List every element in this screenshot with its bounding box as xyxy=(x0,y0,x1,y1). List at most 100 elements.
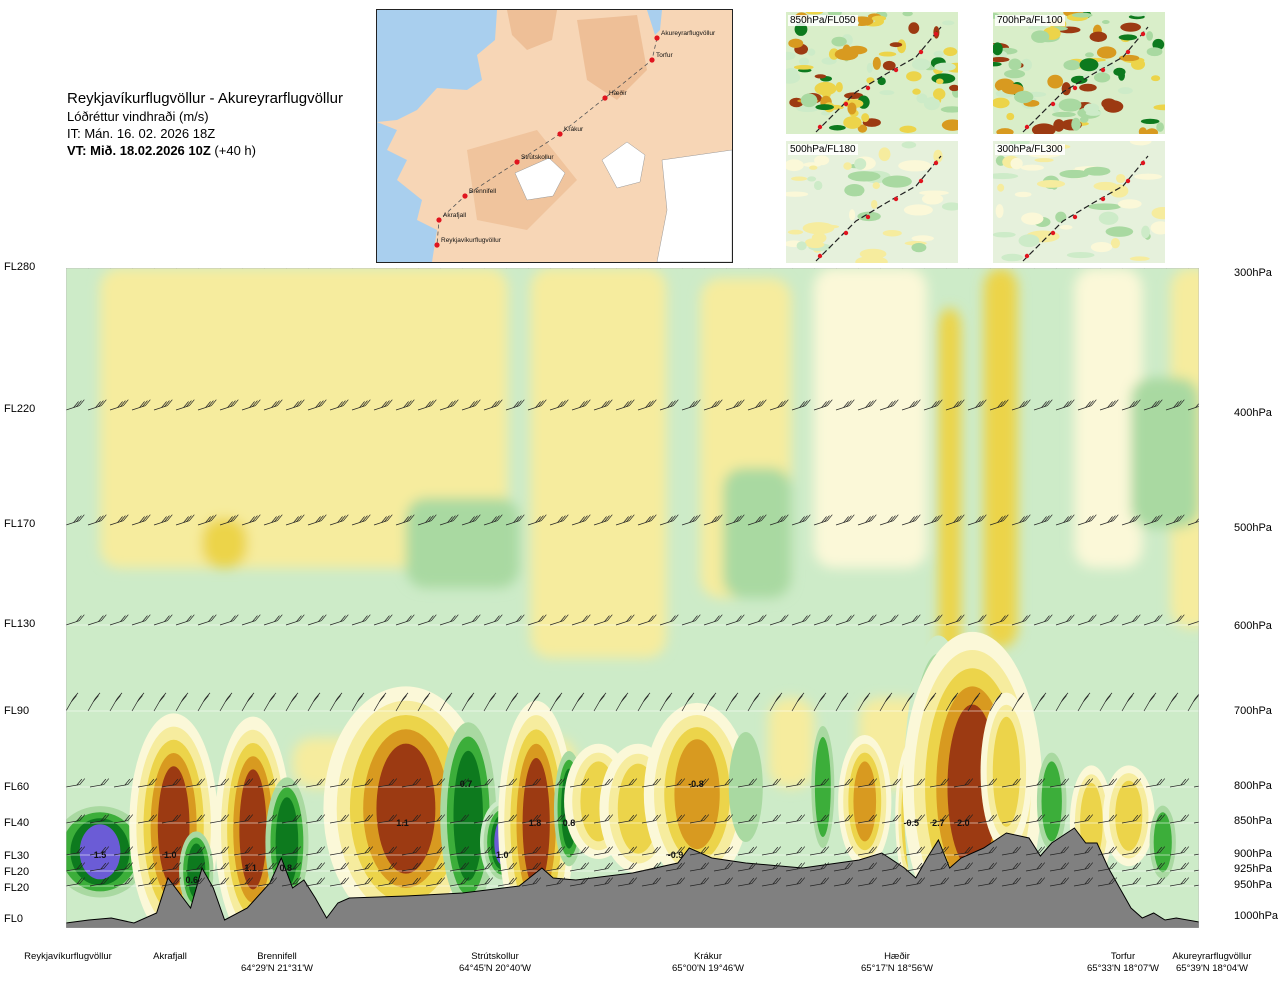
wind-barb-row-700 xyxy=(66,692,1199,712)
waypoint-name: Akureyrarflugvöllur xyxy=(1172,951,1252,962)
y-right-tick: 700hPa xyxy=(1234,705,1272,717)
terrain-profile xyxy=(66,827,1199,928)
value-label-6: 0.7 xyxy=(460,779,473,789)
waypoint-label: Brennifell 64°29'N 21°31'W xyxy=(241,951,313,975)
field-band-9 xyxy=(405,498,520,588)
value-label-13: 2.7 xyxy=(932,818,945,828)
svg-text:Akureyrarflugvöllur: Akureyrarflugvöllur xyxy=(661,30,716,37)
value-label-12: -0.5 xyxy=(903,818,919,828)
waypoint-name: Hæðir xyxy=(884,951,910,962)
value-label-14: 2.0 xyxy=(957,818,970,828)
mini-map-700-canvas xyxy=(993,12,1165,134)
waypoint-label: Akrafjall xyxy=(153,951,187,963)
velocity-cell-20 xyxy=(1036,752,1067,851)
waypoint-name: Brennifell xyxy=(257,951,297,962)
field-band-14 xyxy=(768,698,814,788)
y-right-tick: 500hPa xyxy=(1234,522,1272,534)
map-place-7: Reykjavíkurflugvöllur xyxy=(434,237,502,248)
waypoint-label: Hæðir 65°17'N 18°56'W xyxy=(861,951,933,975)
velocity-cell-15 xyxy=(838,735,892,868)
map-place-1: Torfur xyxy=(649,52,673,63)
title-block: Reykjavíkurflugvöllur - Akureyrarflugvöl… xyxy=(67,90,377,158)
init-time: IT: Mán. 16. 02. 2026 18Z xyxy=(67,126,216,141)
map-place-0: Akureyrarflugvöllur xyxy=(654,30,716,41)
y-left-tick: FL30 xyxy=(4,850,30,862)
y-right-tick: 925hPa xyxy=(1234,863,1272,875)
value-label-11: -0.9 xyxy=(668,850,684,860)
svg-text:Strútskollur: Strútskollur xyxy=(521,154,554,161)
svg-text:Brennifell: Brennifell xyxy=(469,188,497,195)
y-left-tick: FL0 xyxy=(4,913,23,925)
wind-barb-row-900 xyxy=(66,846,1199,856)
mini-map-700-label: 700hPa/FL100 xyxy=(995,15,1065,26)
y-right-tick: 900hPa xyxy=(1234,848,1272,860)
valid-time: VT: Mið. 18.02.2026 10Z (+40 h) xyxy=(67,143,256,158)
svg-text:Torfur: Torfur xyxy=(656,52,673,59)
mini-map-300: 300hPa/FL300 xyxy=(993,141,1165,263)
y-right-tick: 800hPa xyxy=(1234,780,1272,792)
y-left-tick: FL40 xyxy=(4,817,30,829)
field-band-4 xyxy=(813,268,928,568)
value-label-0: 1.5 xyxy=(94,850,107,860)
waypoint-name: Strútskollur xyxy=(471,951,519,962)
svg-text:Reykjavíkurflugvöllur: Reykjavíkurflugvöllur xyxy=(441,237,502,244)
value-label-5: 1.1 xyxy=(396,818,409,828)
value-label-7: 1.8 xyxy=(529,818,542,828)
field-band-0 xyxy=(99,268,508,568)
chart-subtitle: Lóðréttur vindhraði (m/s) xyxy=(67,109,209,124)
wind-barb-row-600 xyxy=(66,614,1199,626)
map-place-4: Strútskollur xyxy=(514,154,554,165)
waypoint-coord: 65°39'N 18°04'W xyxy=(1176,963,1248,974)
svg-text:Akrafjall: Akrafjall xyxy=(443,212,467,219)
chart-title: Reykjavíkurflugvöllur - Akureyrarflugvöl… xyxy=(67,90,343,107)
wind-barb-row-800 xyxy=(66,778,1199,788)
waypoint-label: Torfur 65°33'N 18°07'W xyxy=(1087,951,1159,975)
cross-section-plot: 1.5 1.0 0.6 1.1 0.8 1.1 0.7 1.8 0.8 1.0 -0.8 -0.9 -0… xyxy=(66,268,1199,928)
y-left-tick: FL90 xyxy=(4,705,30,717)
waypoint-coord: 65°33'N 18°07'W xyxy=(1087,963,1159,974)
velocity-cell-12 xyxy=(643,702,751,886)
mini-map-300-label: 300hPa/FL300 xyxy=(995,144,1065,155)
y-left-tick: FL130 xyxy=(4,618,36,630)
waypoint-coord: 64°29'N 21°31'W xyxy=(241,963,313,974)
field-band-7 xyxy=(1074,268,1143,568)
waypoint-label: Reykjavíkurflugvöllur xyxy=(24,951,112,963)
waypoint-name: Krákur xyxy=(694,951,722,962)
wind-barb-row-950 xyxy=(66,877,1199,887)
wind-barb-row-500 xyxy=(66,514,1199,526)
waypoint-label: Strútskollur 64°45'N 20°40'W xyxy=(459,951,531,975)
y-left-tick: FL280 xyxy=(4,261,36,273)
velocity-cell-22 xyxy=(1102,765,1155,867)
waypoint-label: Krákur 65°00'N 19°46'W xyxy=(672,951,744,975)
y-left-tick: FL20 xyxy=(4,866,30,878)
field-band-2 xyxy=(530,268,667,658)
y-right-tick: 600hPa xyxy=(1234,620,1272,632)
wind-barb-row-850 xyxy=(66,814,1199,824)
mini-map-700: 700hPa/FL100 xyxy=(993,12,1165,134)
y-right-tick: 950hPa xyxy=(1234,879,1272,891)
y-left-tick: FL220 xyxy=(4,403,36,415)
wind-barb-row-400 xyxy=(66,399,1199,411)
mini-map-500-label: 500hPa/FL180 xyxy=(788,144,858,155)
route-map-canvas: Akureyrarflugvöllur Torfur Hæðir Krákur Strú… xyxy=(377,10,732,262)
waypoint-label: Akureyrarflugvöllur 65°39'N 18°04'W xyxy=(1172,951,1251,975)
y-left-tick: FL60 xyxy=(4,781,30,793)
mini-map-850: 850hPa/FL050 xyxy=(786,12,958,134)
y-left-tick: FL20 xyxy=(4,882,30,894)
route-map: Akureyrarflugvöllur Torfur Hæðir Krákur Strú… xyxy=(376,9,733,263)
mini-map-850-label: 850hPa/FL050 xyxy=(788,15,858,26)
map-place-6: Akrafjall xyxy=(436,212,467,223)
velocity-cell-19 xyxy=(980,692,1033,851)
field-band-10 xyxy=(723,468,792,598)
waypoint-coord: 65°17'N 18°56'W xyxy=(861,963,933,974)
value-label-8: 0.8 xyxy=(563,818,576,828)
mini-map-500: 500hPa/FL180 xyxy=(786,141,958,263)
map-place-2: Hæðir xyxy=(602,89,628,101)
waypoint-name: Akrafjall xyxy=(153,951,187,962)
y-left-tick: FL170 xyxy=(4,518,36,530)
y-right-tick: 850hPa xyxy=(1234,815,1272,827)
y-right-tick: 1000hPa xyxy=(1234,910,1279,922)
value-label-4: 0.8 xyxy=(280,863,293,873)
value-label-1: 1.0 xyxy=(164,850,177,860)
waypoint-name: Reykjavíkurflugvöllur xyxy=(24,951,112,962)
